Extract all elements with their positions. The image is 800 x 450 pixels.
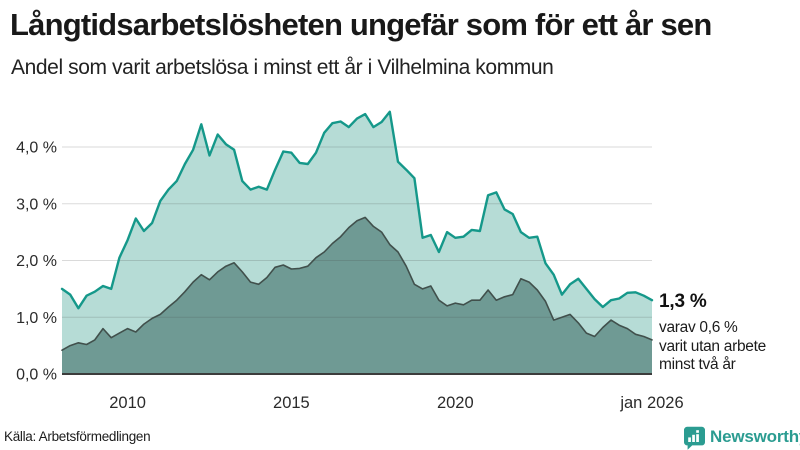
annotation-line: minst två år [659, 356, 736, 373]
series-area-minst-två-år [62, 217, 652, 374]
x-axis-label: 2020 [437, 394, 474, 412]
page-subtitle: Andel som varit arbetslösa i minst ett å… [11, 56, 554, 79]
y-axis-label: 2,0 % [16, 253, 57, 270]
newsworthy-logo: Newsworthy [683, 425, 800, 450]
annotation-detail: varav 0,6 % varit utan arbete minst två … [659, 319, 799, 375]
source-label: Källa: Arbetsförmedlingen [4, 429, 151, 444]
y-axis-label: 1,0 % [16, 310, 57, 327]
page-title: Långtidsarbetslösheten ungefär som för e… [10, 7, 712, 42]
y-axis-label: 3,0 % [16, 196, 57, 213]
series-line-minst-ett-år [60, 110, 654, 310]
x-axis-label: jan 2026 [619, 394, 683, 412]
x-axis-label: 2010 [109, 394, 146, 412]
y-axis-label: 4,0 % [16, 140, 57, 157]
latest-value-label: 1,3 % [659, 291, 707, 312]
value-annotation: 1,3 % varav 0,6 % varit utan arbete mins… [659, 291, 799, 375]
newsworthy-wordmark: Newsworthy [710, 427, 800, 446]
newsworthy-icon [684, 426, 705, 450]
annotation-line: varit utan arbete [659, 337, 766, 355]
y-axis-label: 0,0 % [16, 367, 57, 384]
series-line-minst-två-år [61, 216, 653, 351]
annotation-line: varav 0,6 % [659, 319, 738, 336]
x-axis-label: 2015 [273, 394, 310, 412]
